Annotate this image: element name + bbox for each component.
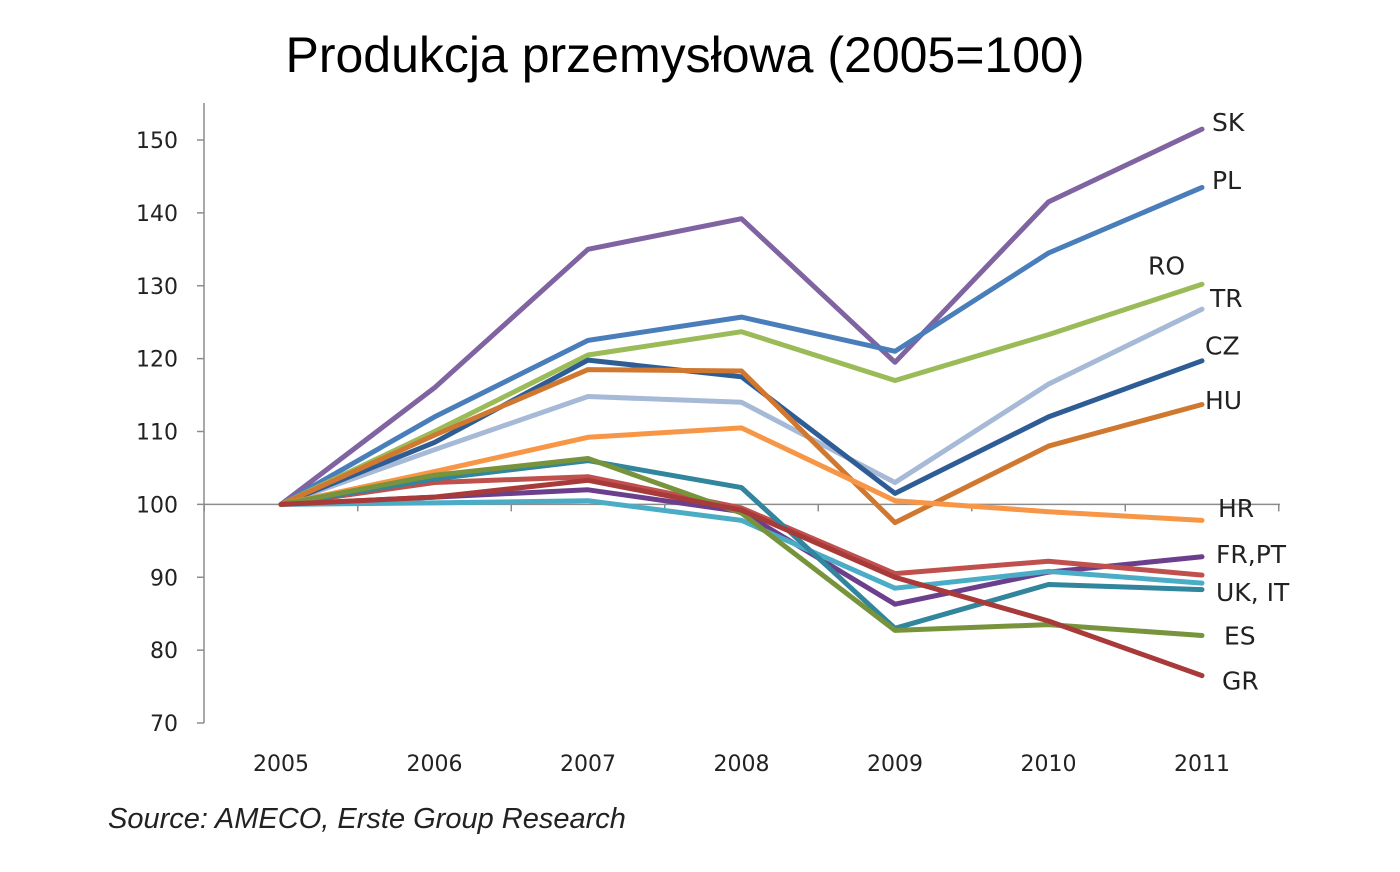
y-tick-label: 80 — [150, 639, 178, 664]
y-tick-label: 140 — [136, 202, 178, 227]
x-tick-label: 2010 — [1021, 752, 1077, 777]
series-label-uk-it: UK, IT — [1216, 578, 1290, 607]
series-label-cz: CZ — [1205, 332, 1240, 361]
series-label-hu: HU — [1205, 386, 1242, 415]
series-label-hr: HR — [1218, 494, 1254, 523]
series-label-ro: RO — [1148, 251, 1185, 280]
series-label-es: ES — [1224, 622, 1256, 651]
x-tick-label: 2006 — [407, 752, 463, 777]
y-tick-label: 120 — [136, 348, 178, 373]
series-line-uk — [278, 498, 1205, 591]
axes: 70 80 90 100 110 120 130 140 150 2005 2006 2007 2008… — [136, 103, 1280, 777]
x-tick-label: 2007 — [560, 752, 616, 777]
series-line-cz — [278, 357, 1205, 507]
series-line-it — [278, 458, 1205, 631]
series-line-pl — [278, 184, 1205, 507]
series-label-gr: GR — [1222, 667, 1259, 696]
series-labels: SK PL RO TR CZ HU HR FR,PT UK, IT ES GR — [1148, 108, 1290, 696]
series-line-hu — [278, 367, 1205, 526]
series-label-tr: TR — [1209, 284, 1243, 313]
series-label-sk: SK — [1212, 108, 1245, 137]
series-line-pt — [278, 474, 1205, 578]
x-tick-label: 2009 — [867, 752, 923, 777]
series-line-hr — [278, 425, 1205, 523]
chart-title: Produkcja przemysłowa (2005=100) — [285, 27, 1085, 83]
series-line-ro — [278, 281, 1205, 507]
x-tick-label: 2011 — [1174, 752, 1230, 777]
y-tick-label: 90 — [150, 566, 178, 591]
series-label-fr-pt: FR,PT — [1216, 540, 1287, 569]
y-tick-label: 70 — [150, 712, 178, 737]
y-tick-label: 150 — [136, 129, 178, 154]
series-line-tr — [278, 306, 1205, 507]
series-line-gr — [278, 477, 1205, 679]
series-lines — [278, 126, 1205, 679]
y-tick-label: 110 — [136, 421, 178, 446]
chart-source: Source: AMECO, Erste Group Research — [108, 803, 626, 835]
y-tick-label: 100 — [136, 493, 178, 518]
x-tick-label: 2005 — [253, 752, 309, 777]
series-label-pl: PL — [1212, 166, 1241, 195]
x-tick-label: 2008 — [714, 752, 770, 777]
series-line-sk — [278, 126, 1205, 507]
series-line-es — [278, 456, 1205, 638]
y-tick-label: 130 — [136, 275, 178, 300]
